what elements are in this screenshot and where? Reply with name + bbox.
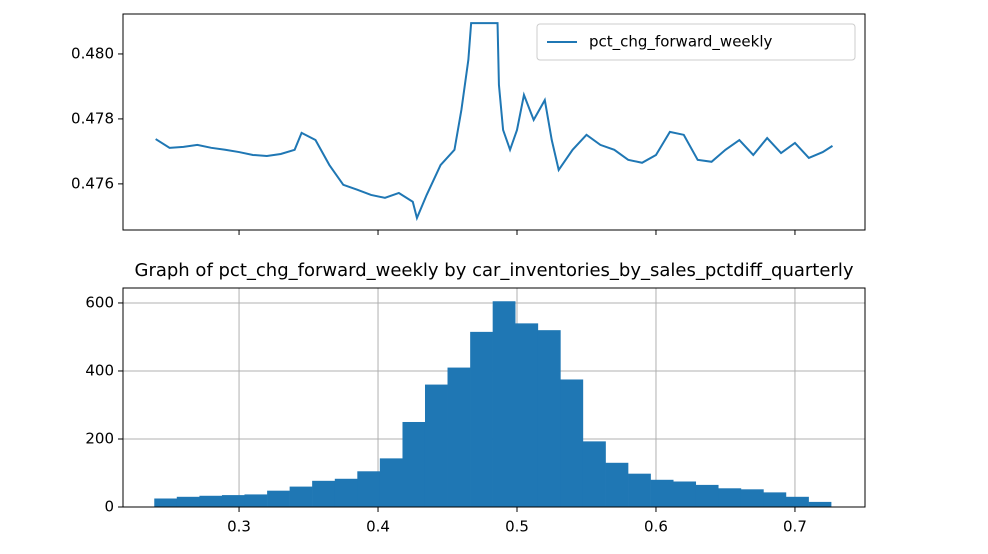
bar (740, 489, 764, 507)
chart-title: Graph of pct_chg_forward_weekly by car_i… (135, 260, 854, 281)
bar (424, 384, 448, 507)
x-tick-label: 0.3 (227, 518, 251, 536)
legend-label: pct_chg_forward_weekly (589, 33, 773, 52)
x-tick-label: 0.5 (505, 518, 529, 536)
bar (379, 458, 403, 507)
bar (560, 379, 584, 507)
y-tick-label: 0 (104, 498, 114, 516)
bar (312, 480, 336, 507)
x-tick-label: 0.6 (644, 518, 668, 536)
bar (492, 301, 516, 507)
bar (673, 481, 697, 507)
bar (763, 492, 787, 507)
bar (267, 490, 290, 507)
bar (357, 471, 381, 507)
bar (515, 323, 539, 507)
y-tick-label: 0.478 (71, 109, 114, 127)
legend-box (536, 23, 856, 61)
axes: 0.3 0.4 0.5 0.6 0.7 0 200 400 600 Graph of pct_ch… (85, 260, 866, 536)
bar (785, 496, 809, 507)
bar (718, 488, 742, 507)
bar (695, 484, 719, 507)
bar (154, 498, 178, 507)
bar (402, 421, 426, 507)
bar (334, 478, 358, 507)
bar (199, 495, 223, 507)
bar (221, 495, 245, 507)
y-tick-label: 0.476 (71, 174, 114, 192)
bar (628, 473, 651, 507)
axes: 0.476 0.478 0.480 pct_chg_forward_weekly (71, 13, 866, 235)
bar (470, 331, 493, 507)
bar (582, 441, 606, 507)
bar (605, 462, 629, 507)
bar (289, 486, 313, 507)
y-tick-label: 600 (85, 293, 114, 311)
y-tick-label: 200 (85, 429, 114, 447)
line (155, 22, 834, 222)
axes-frame (122, 13, 866, 231)
bar (447, 367, 471, 507)
y-tick-label: 0.480 (71, 44, 114, 62)
x-tick-label: 0.7 (783, 518, 807, 536)
x-tick-label: 0.4 (366, 518, 390, 536)
axes-frame (122, 287, 866, 508)
bar (650, 479, 674, 507)
bar (537, 330, 561, 507)
bar (808, 501, 832, 507)
y-tick-label: 400 (85, 361, 114, 379)
bar (176, 496, 200, 507)
bar (244, 494, 268, 507)
